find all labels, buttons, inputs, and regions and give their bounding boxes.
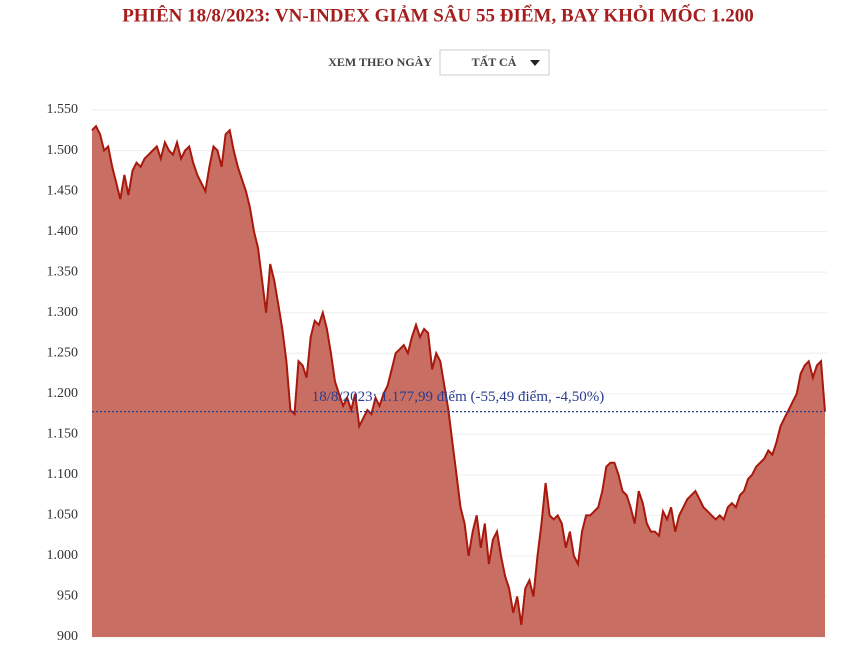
dropdown-arrow[interactable] [530,60,540,66]
y-tick-label: 1.050 [47,508,79,523]
line [91,124,826,625]
y-tick-label: 950 [57,589,78,604]
reference-label: 18/8/2023: 1.177,99 điểm (-55,49 điểm, -… [312,389,604,405]
y-tick-label: 1.400 [47,224,79,239]
control-label: XEM THEO NGÀY [328,55,432,69]
y-tick-label: 1.250 [47,345,79,360]
y-tick-label: 1.550 [47,102,79,117]
dropdown-value[interactable]: TẤT CẢ [472,54,517,69]
y-tick-label: 1.500 [47,143,79,158]
y-tick-label: 1.150 [47,427,79,442]
area [92,126,825,637]
dropdown[interactable]: TẤT CẢ [439,49,550,76]
y-tick-label: 900 [57,629,78,644]
y-tick-label: 1.100 [47,467,79,482]
dropdown-box[interactable] [439,49,550,76]
chart-title: PHIÊN 18/8/2023: VN-INDEX GIẢM SÂU 55 ĐI… [122,4,754,26]
y-tick-label: 1.300 [47,305,79,320]
y-tick-label: 1.450 [47,183,79,198]
y-tick-label: 1.000 [47,548,79,563]
y-tick-label: 1.200 [47,386,79,401]
y-tick-label: 1.350 [47,264,79,279]
